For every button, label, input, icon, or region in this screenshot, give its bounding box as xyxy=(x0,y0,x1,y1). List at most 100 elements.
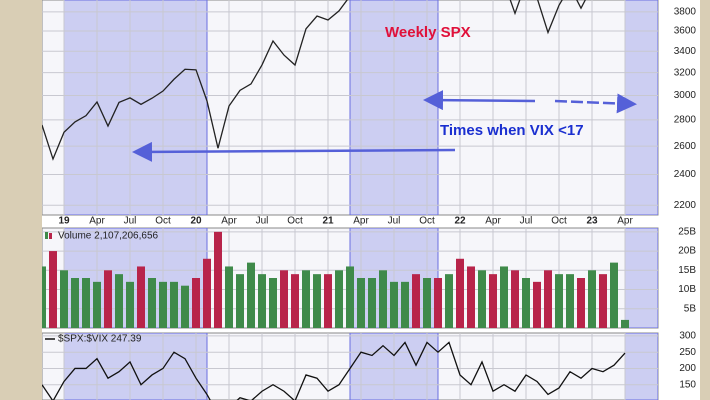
x-tick-label: Oct xyxy=(287,216,303,227)
left-margin xyxy=(0,0,42,400)
line-series xyxy=(42,341,626,400)
chart-title: Weekly SPX xyxy=(385,24,471,41)
x-tick-label: Apr xyxy=(617,216,633,227)
bar xyxy=(368,278,376,328)
legend-icon xyxy=(45,232,48,239)
bar xyxy=(170,281,178,328)
y-tick-label: 3800 xyxy=(674,7,697,18)
y-tick-label: 10B xyxy=(678,284,696,295)
panel-title: $SPX:$VIX 247.39 xyxy=(58,334,142,345)
y-tick-label: 15B xyxy=(678,265,696,276)
y-tick-label: 3200 xyxy=(674,67,697,78)
y-tick-label: 3400 xyxy=(674,46,697,57)
bar xyxy=(478,270,486,328)
bar xyxy=(258,274,266,328)
x-tick-label: Jul xyxy=(124,216,137,227)
bar xyxy=(313,274,321,328)
highlight xyxy=(63,0,208,215)
bar xyxy=(324,274,332,328)
y-tick-label: 25B xyxy=(678,226,696,237)
x-tick-label: Apr xyxy=(353,216,369,227)
x-tick-label: Oct xyxy=(419,216,435,227)
highlight xyxy=(624,0,658,215)
bar xyxy=(115,274,123,328)
bar xyxy=(335,270,343,328)
y-tick-label: 200 xyxy=(679,363,696,374)
bar xyxy=(60,270,68,328)
bar xyxy=(126,281,134,328)
bar xyxy=(599,274,607,328)
bar xyxy=(379,270,387,328)
bar xyxy=(137,266,145,328)
y-tick-label: 2600 xyxy=(674,141,697,152)
bar xyxy=(192,278,200,328)
x-tick-label: Jul xyxy=(520,216,533,227)
bar xyxy=(93,281,101,328)
y-tick-label: 300 xyxy=(679,331,696,342)
bar xyxy=(302,270,310,328)
y-tick-label: 20B xyxy=(678,246,696,257)
highlight xyxy=(624,228,658,328)
bar xyxy=(280,270,288,328)
panel xyxy=(42,333,658,400)
bar xyxy=(566,274,574,328)
bar xyxy=(346,266,354,328)
y-tick-label: 3600 xyxy=(674,26,697,37)
x-tick-label: Apr xyxy=(89,216,105,227)
bar xyxy=(269,278,277,328)
bar xyxy=(225,266,233,328)
bar xyxy=(203,258,211,328)
arrow xyxy=(423,90,536,111)
annotation: Times when VIX <17 xyxy=(440,122,584,139)
bar xyxy=(42,266,46,328)
bar xyxy=(456,258,464,328)
bar xyxy=(577,278,585,328)
line-series xyxy=(42,0,586,161)
highlight xyxy=(624,333,658,400)
bar xyxy=(445,274,453,328)
x-tick-label: 22 xyxy=(454,216,466,227)
bar xyxy=(412,274,420,328)
bar xyxy=(621,319,629,328)
bar xyxy=(511,270,519,328)
bar xyxy=(82,278,90,328)
y-tick-label: 250 xyxy=(679,347,696,358)
bar xyxy=(423,278,431,328)
bar xyxy=(181,285,189,328)
bar xyxy=(522,278,530,328)
bar xyxy=(159,281,167,328)
bar xyxy=(544,270,552,328)
bar xyxy=(555,274,563,328)
bar xyxy=(390,281,398,328)
bar xyxy=(214,231,222,328)
bar xyxy=(148,278,156,328)
bar xyxy=(588,270,596,328)
y-tick-label: 2200 xyxy=(674,200,697,211)
x-tick-label: Jul xyxy=(388,216,401,227)
right-margin xyxy=(700,0,710,400)
bar xyxy=(489,274,497,328)
x-tick-label: Jul xyxy=(256,216,269,227)
x-tick-label: Apr xyxy=(485,216,501,227)
panel xyxy=(42,228,658,328)
y-tick-label: 2400 xyxy=(674,169,697,180)
arrow xyxy=(554,93,637,114)
bar xyxy=(533,281,541,328)
bar xyxy=(291,274,299,328)
bar xyxy=(49,251,57,328)
y-tick-label: 3000 xyxy=(674,90,697,101)
y-tick-label: 2800 xyxy=(674,115,697,126)
panel-title: Volume 2,107,206,656 xyxy=(58,231,159,242)
y-tick-label: 150 xyxy=(679,379,696,390)
x-tick-label: Oct xyxy=(155,216,171,227)
legend-icon xyxy=(49,233,52,239)
bar xyxy=(357,278,365,328)
x-tick-label: Oct xyxy=(551,216,567,227)
bar xyxy=(467,266,475,328)
bar xyxy=(500,266,508,328)
bar xyxy=(610,262,618,328)
arrow xyxy=(132,141,456,162)
x-tick-label: 19 xyxy=(58,216,70,227)
x-tick-label: Apr xyxy=(221,216,237,227)
